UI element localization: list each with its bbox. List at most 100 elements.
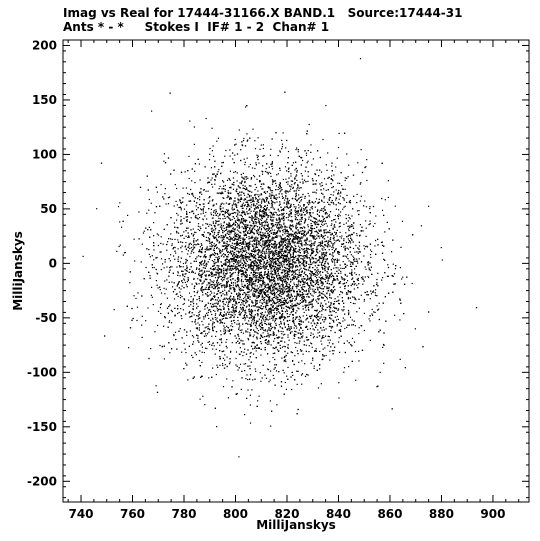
scatter-point [286, 282, 288, 284]
scatter-point [295, 262, 297, 264]
scatter-point [245, 187, 248, 189]
scatter-point [247, 248, 249, 250]
scatter-point [283, 255, 285, 257]
scatter-point [267, 283, 270, 285]
scatter-point [222, 192, 224, 194]
scatter-point [356, 233, 358, 235]
scatter-point [331, 233, 333, 235]
scatter-point [238, 298, 241, 300]
scatter-point [255, 276, 257, 278]
scatter-point [294, 318, 296, 320]
scatter-point [308, 202, 310, 204]
scatter-point [252, 201, 254, 203]
scatter-point [167, 203, 170, 205]
scatter-point [250, 315, 252, 317]
scatter-point [340, 192, 342, 194]
scatter-point [222, 236, 225, 238]
scatter-point [322, 268, 324, 270]
scatter-point [192, 305, 194, 307]
scatter-point [297, 230, 299, 232]
scatter-point [323, 229, 325, 231]
scatter-point [285, 247, 287, 249]
scatter-point [273, 295, 275, 297]
scatter-point [360, 294, 362, 296]
scatter-point [250, 254, 252, 256]
scatter-point [197, 223, 200, 225]
scatter-point [153, 249, 155, 251]
scatter-point [259, 278, 261, 280]
scatter-point [364, 266, 366, 268]
scatter-point [267, 237, 269, 239]
scatter-point [251, 287, 253, 289]
scatter-point [321, 329, 323, 331]
scatter-point [237, 212, 239, 214]
scatter-point [335, 221, 337, 223]
scatter-point [232, 273, 234, 275]
scatter-point [265, 209, 267, 211]
scatter-point [226, 291, 228, 293]
scatter-point [142, 232, 144, 234]
scatter-point [303, 208, 305, 210]
scatter-point [272, 194, 274, 196]
scatter-point [312, 320, 314, 322]
scatter-point [278, 317, 280, 319]
scatter-point [336, 258, 338, 260]
scatter-point [228, 177, 230, 180]
scatter-point [211, 127, 213, 129]
scatter-point [226, 356, 228, 358]
chart-subtitle: Ants * - * Stokes I IF# 1 - 2 Chan# 1 [63, 20, 329, 34]
scatter-point [242, 172, 244, 174]
scatter-point [82, 255, 84, 257]
scatter-point [182, 266, 184, 268]
scatter-point [271, 203, 274, 205]
scatter-point [339, 195, 341, 197]
scatter-point [354, 251, 356, 253]
scatter-point [328, 199, 330, 201]
scatter-point [156, 272, 158, 274]
scatter-point [223, 203, 225, 205]
scatter-point [189, 211, 191, 214]
scatter-point [213, 345, 215, 347]
scatter-point [314, 223, 316, 225]
scatter-point [217, 269, 219, 271]
scatter-point [211, 217, 213, 219]
scatter-point [294, 178, 296, 180]
scatter-point [152, 304, 154, 306]
scatter-point [205, 335, 207, 337]
scatter-point [298, 280, 300, 282]
scatter-point [298, 189, 300, 191]
scatter-point [245, 322, 247, 325]
scatter-point [251, 256, 253, 258]
scatter-point [192, 299, 194, 301]
scatter-point [349, 225, 351, 227]
scatter-point [265, 335, 267, 337]
scatter-point [274, 240, 276, 242]
scatter-point [262, 266, 265, 268]
scatter-point [298, 221, 300, 223]
scatter-point [329, 307, 331, 309]
scatter-point [288, 249, 290, 252]
scatter-point [317, 298, 319, 300]
scatter-point [211, 183, 213, 185]
scatter-point [264, 292, 267, 294]
scatter-point [337, 267, 339, 269]
scatter-point [322, 308, 324, 311]
scatter-point [234, 228, 236, 230]
scatter-point [282, 334, 285, 336]
scatter-point [269, 318, 271, 320]
scatter-point [231, 238, 233, 240]
scatter-point [244, 180, 246, 182]
scatter-point [290, 312, 292, 314]
scatter-point [382, 343, 385, 346]
scatter-point [273, 197, 275, 199]
scatter-point [196, 327, 198, 329]
scatter-point [255, 193, 257, 195]
scatter-point [336, 315, 338, 317]
scatter-point [344, 177, 346, 179]
scatter-point [318, 316, 320, 318]
scatter-point [185, 352, 187, 354]
scatter-point [288, 261, 290, 263]
scatter-point [260, 202, 263, 204]
scatter-point [312, 212, 314, 214]
scatter-point [216, 284, 218, 286]
